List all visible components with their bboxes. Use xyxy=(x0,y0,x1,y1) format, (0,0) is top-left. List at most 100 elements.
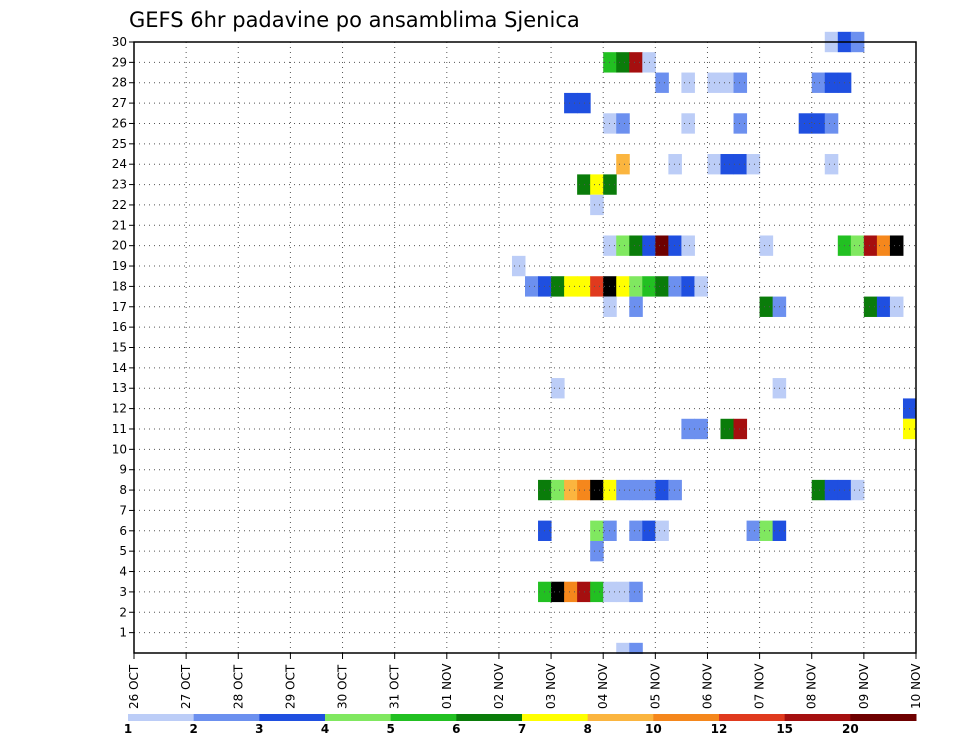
x-tick-label: 09 NOV xyxy=(857,663,871,709)
legend-label: 7 xyxy=(518,722,526,736)
legend-label: 12 xyxy=(711,722,728,736)
y-tick-label: 6 xyxy=(119,524,127,538)
x-tick-label: 03 NOV xyxy=(544,663,558,709)
legend-label: 10 xyxy=(645,722,662,736)
precip-cell xyxy=(616,52,630,73)
x-tick-label: 07 NOV xyxy=(753,663,767,709)
precip-cell xyxy=(551,581,565,603)
precip-cell xyxy=(733,113,748,134)
precip-cell xyxy=(681,113,695,134)
y-tick-label: 11 xyxy=(112,422,127,436)
precip-cell xyxy=(511,255,526,277)
legend-swatch xyxy=(325,714,392,721)
x-tick-label: 10 NOV xyxy=(909,663,923,709)
precip-cell xyxy=(876,296,891,317)
y-tick-label: 8 xyxy=(119,483,127,497)
legend-swatch xyxy=(653,714,720,721)
precip-cell xyxy=(590,194,604,216)
precip-cell xyxy=(629,479,643,501)
y-tick-label: 1 xyxy=(119,626,127,640)
precip-cell xyxy=(811,113,826,134)
x-tick-label: 26 OCT xyxy=(127,664,141,709)
precip-cell xyxy=(629,52,643,73)
precip-cell xyxy=(655,479,669,501)
x-axis: 26 OCT 27 OCT 28 OCT 29 OCT 30 OCT 31 OCT 01 N… xyxy=(127,653,923,709)
precip-cell xyxy=(577,581,591,603)
x-tick-label: 30 OCT xyxy=(336,664,350,709)
precip-cell xyxy=(668,154,682,175)
precip-cell xyxy=(720,418,735,440)
y-tick-label: 21 xyxy=(112,218,127,232)
precip-cell xyxy=(590,520,604,541)
x-tick-label: 29 OCT xyxy=(283,664,297,709)
x-tick-label: 05 NOV xyxy=(648,663,662,709)
precip-cell xyxy=(655,72,669,93)
precip-cell xyxy=(629,642,643,654)
precip-cell xyxy=(733,418,748,440)
precip-cell xyxy=(616,581,630,603)
y-tick-label: 4 xyxy=(119,565,127,579)
precip-cell xyxy=(629,581,643,603)
x-tick-label: 02 NOV xyxy=(492,663,506,709)
precip-cell xyxy=(590,581,604,603)
precip-cell xyxy=(616,642,630,654)
precip-cell xyxy=(681,276,695,297)
precip-cell xyxy=(590,479,604,501)
legend-label: 4 xyxy=(321,722,329,736)
y-tick-label: 30 xyxy=(112,35,127,49)
precip-cell xyxy=(863,296,878,317)
precip-cell xyxy=(889,235,904,256)
precip-cell xyxy=(629,235,643,256)
legend-swatch xyxy=(522,714,589,721)
y-tick-label: 25 xyxy=(112,137,127,151)
y-tick-label: 9 xyxy=(119,463,127,477)
y-tick-label: 18 xyxy=(112,279,127,293)
x-tick-label: 04 NOV xyxy=(596,663,610,709)
x-tick-label: 06 NOV xyxy=(700,663,714,709)
precip-cell xyxy=(811,72,826,93)
precip-cell xyxy=(824,479,839,501)
y-tick-label: 23 xyxy=(112,178,127,192)
precip-cell xyxy=(616,276,630,297)
legend-label: 2 xyxy=(189,722,197,736)
precip-cell xyxy=(564,581,578,603)
precip-cell xyxy=(616,113,630,134)
precip-cell xyxy=(590,540,604,562)
x-tick-label: 31 OCT xyxy=(388,664,402,709)
y-tick-label: 29 xyxy=(112,55,127,69)
legend-swatch xyxy=(719,714,786,721)
precip-cell xyxy=(655,276,669,297)
y-tick-label: 20 xyxy=(112,239,127,253)
precip-cell xyxy=(694,276,708,297)
precip-cell xyxy=(746,154,761,175)
y-tick-label: 12 xyxy=(112,402,127,416)
legend-label: 15 xyxy=(776,722,793,736)
y-tick-label: 3 xyxy=(119,585,127,599)
precip-cell xyxy=(733,72,748,93)
precip-cell xyxy=(551,276,565,297)
precip-cell xyxy=(616,235,630,256)
legend-label: 8 xyxy=(583,722,591,736)
chart-title: GEFS 6hr padavine po ansamblima Sjenica xyxy=(129,8,580,32)
precip-cell xyxy=(655,235,669,256)
precip-cell xyxy=(863,235,878,256)
precip-cell xyxy=(759,296,774,317)
precip-cell xyxy=(733,154,748,175)
precip-cell xyxy=(746,520,761,541)
legend-label: 1 xyxy=(124,722,132,736)
precip-cell xyxy=(824,72,839,93)
y-tick-label: 28 xyxy=(112,76,127,90)
precip-cell xyxy=(798,113,813,134)
y-tick-label: 16 xyxy=(112,320,127,334)
precip-cell xyxy=(759,235,774,256)
precip-cell xyxy=(811,479,826,501)
precip-cell xyxy=(668,235,682,256)
precip-cell xyxy=(850,235,865,256)
y-tick-label: 14 xyxy=(112,361,127,375)
y-tick-label: 17 xyxy=(112,300,127,314)
precip-cell xyxy=(759,520,774,541)
precip-cell xyxy=(564,92,578,114)
legend-label: 6 xyxy=(452,722,460,736)
y-tick-label: 24 xyxy=(112,157,127,171)
